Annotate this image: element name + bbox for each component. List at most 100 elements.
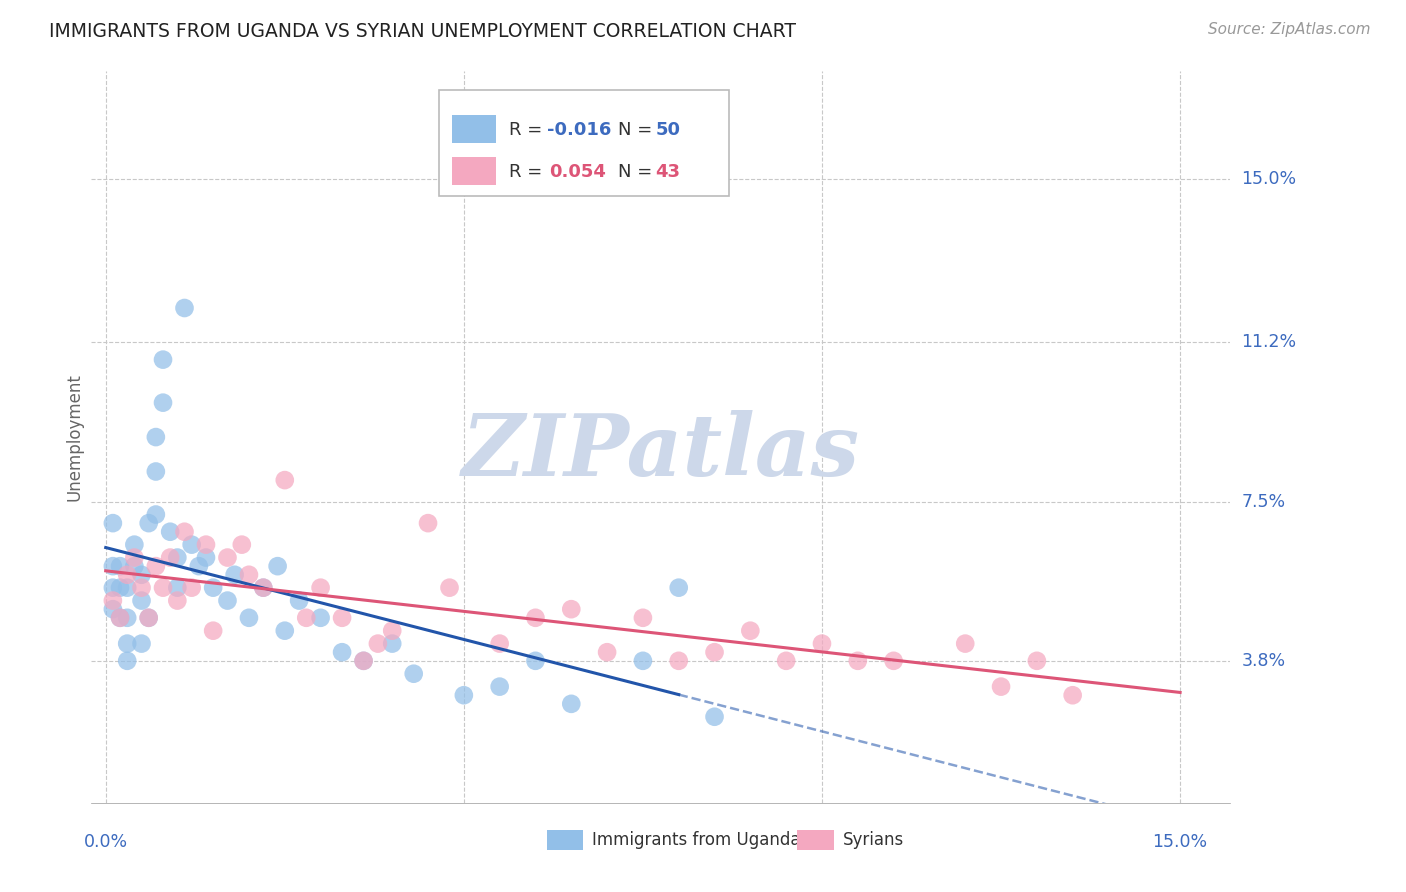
Point	[145, 508, 167, 522]
Point	[703, 645, 725, 659]
Text: 7.5%: 7.5%	[1241, 492, 1285, 510]
Point	[330, 645, 353, 659]
Point	[217, 550, 239, 565]
Point	[145, 465, 167, 479]
Point	[166, 581, 188, 595]
Point	[811, 637, 834, 651]
Text: 3.8%: 3.8%	[1241, 652, 1285, 670]
Point	[238, 611, 260, 625]
Point	[101, 516, 124, 530]
Point	[115, 637, 138, 651]
Point	[101, 593, 124, 607]
Point	[180, 538, 202, 552]
Point	[309, 581, 332, 595]
Point	[274, 473, 297, 487]
Point	[138, 611, 160, 625]
Point	[195, 538, 218, 552]
Point	[488, 637, 510, 651]
FancyBboxPatch shape	[453, 157, 496, 185]
Point	[488, 680, 510, 694]
Point	[131, 581, 153, 595]
Point	[138, 516, 160, 530]
Point	[131, 637, 153, 651]
Point	[115, 654, 138, 668]
Text: 11.2%: 11.2%	[1241, 334, 1296, 351]
Point	[145, 430, 167, 444]
Point	[883, 654, 905, 668]
Point	[353, 654, 375, 668]
Point	[124, 538, 146, 552]
Point	[668, 581, 690, 595]
Point	[152, 352, 174, 367]
Point	[330, 611, 353, 625]
Point	[217, 593, 239, 607]
Point	[202, 624, 225, 638]
Point	[187, 559, 209, 574]
Point	[402, 666, 425, 681]
Point	[416, 516, 439, 530]
Point	[159, 524, 181, 539]
Point	[703, 710, 725, 724]
Point	[131, 593, 153, 607]
Point	[115, 581, 138, 595]
Point	[367, 637, 389, 651]
Point	[224, 567, 246, 582]
Text: 0.0%: 0.0%	[83, 833, 128, 851]
Text: -0.016: -0.016	[547, 121, 612, 139]
Text: 15.0%: 15.0%	[1153, 833, 1208, 851]
Point	[108, 611, 131, 625]
Point	[309, 611, 332, 625]
Text: R =: R =	[509, 121, 548, 139]
Point	[252, 581, 274, 595]
Point	[668, 654, 690, 668]
Point	[353, 654, 375, 668]
Point	[846, 654, 869, 668]
Text: N =: N =	[617, 121, 658, 139]
Point	[990, 680, 1012, 694]
Point	[173, 301, 195, 315]
Point	[266, 559, 288, 574]
Point	[295, 611, 318, 625]
Point	[166, 550, 188, 565]
Point	[108, 559, 131, 574]
Point	[524, 654, 547, 668]
Point	[381, 637, 404, 651]
Point	[775, 654, 797, 668]
Point	[101, 559, 124, 574]
Point	[252, 581, 274, 595]
Point	[138, 611, 160, 625]
Point	[101, 581, 124, 595]
Point	[740, 624, 762, 638]
Point	[1062, 688, 1084, 702]
Point	[524, 611, 547, 625]
Point	[238, 567, 260, 582]
Point	[173, 524, 195, 539]
Point	[101, 602, 124, 616]
Point	[1025, 654, 1047, 668]
Point	[115, 611, 138, 625]
Point	[108, 611, 131, 625]
Point	[108, 581, 131, 595]
Point	[202, 581, 225, 595]
Text: ZIPatlas: ZIPatlas	[461, 410, 860, 493]
Text: R =: R =	[509, 162, 548, 180]
Point	[231, 538, 253, 552]
Point	[131, 567, 153, 582]
Point	[115, 567, 138, 582]
Point	[180, 581, 202, 595]
Text: 50: 50	[655, 121, 681, 139]
Point	[274, 624, 297, 638]
Point	[288, 593, 311, 607]
Point	[152, 395, 174, 409]
FancyBboxPatch shape	[439, 90, 730, 195]
Point	[166, 593, 188, 607]
FancyBboxPatch shape	[453, 115, 496, 143]
Point	[631, 654, 654, 668]
Text: N =: N =	[617, 162, 658, 180]
Point	[145, 559, 167, 574]
Text: IMMIGRANTS FROM UGANDA VS SYRIAN UNEMPLOYMENT CORRELATION CHART: IMMIGRANTS FROM UGANDA VS SYRIAN UNEMPLO…	[49, 22, 796, 41]
Point	[560, 697, 582, 711]
Point	[152, 581, 174, 595]
Point	[124, 550, 146, 565]
Text: Syrians: Syrians	[844, 831, 904, 849]
